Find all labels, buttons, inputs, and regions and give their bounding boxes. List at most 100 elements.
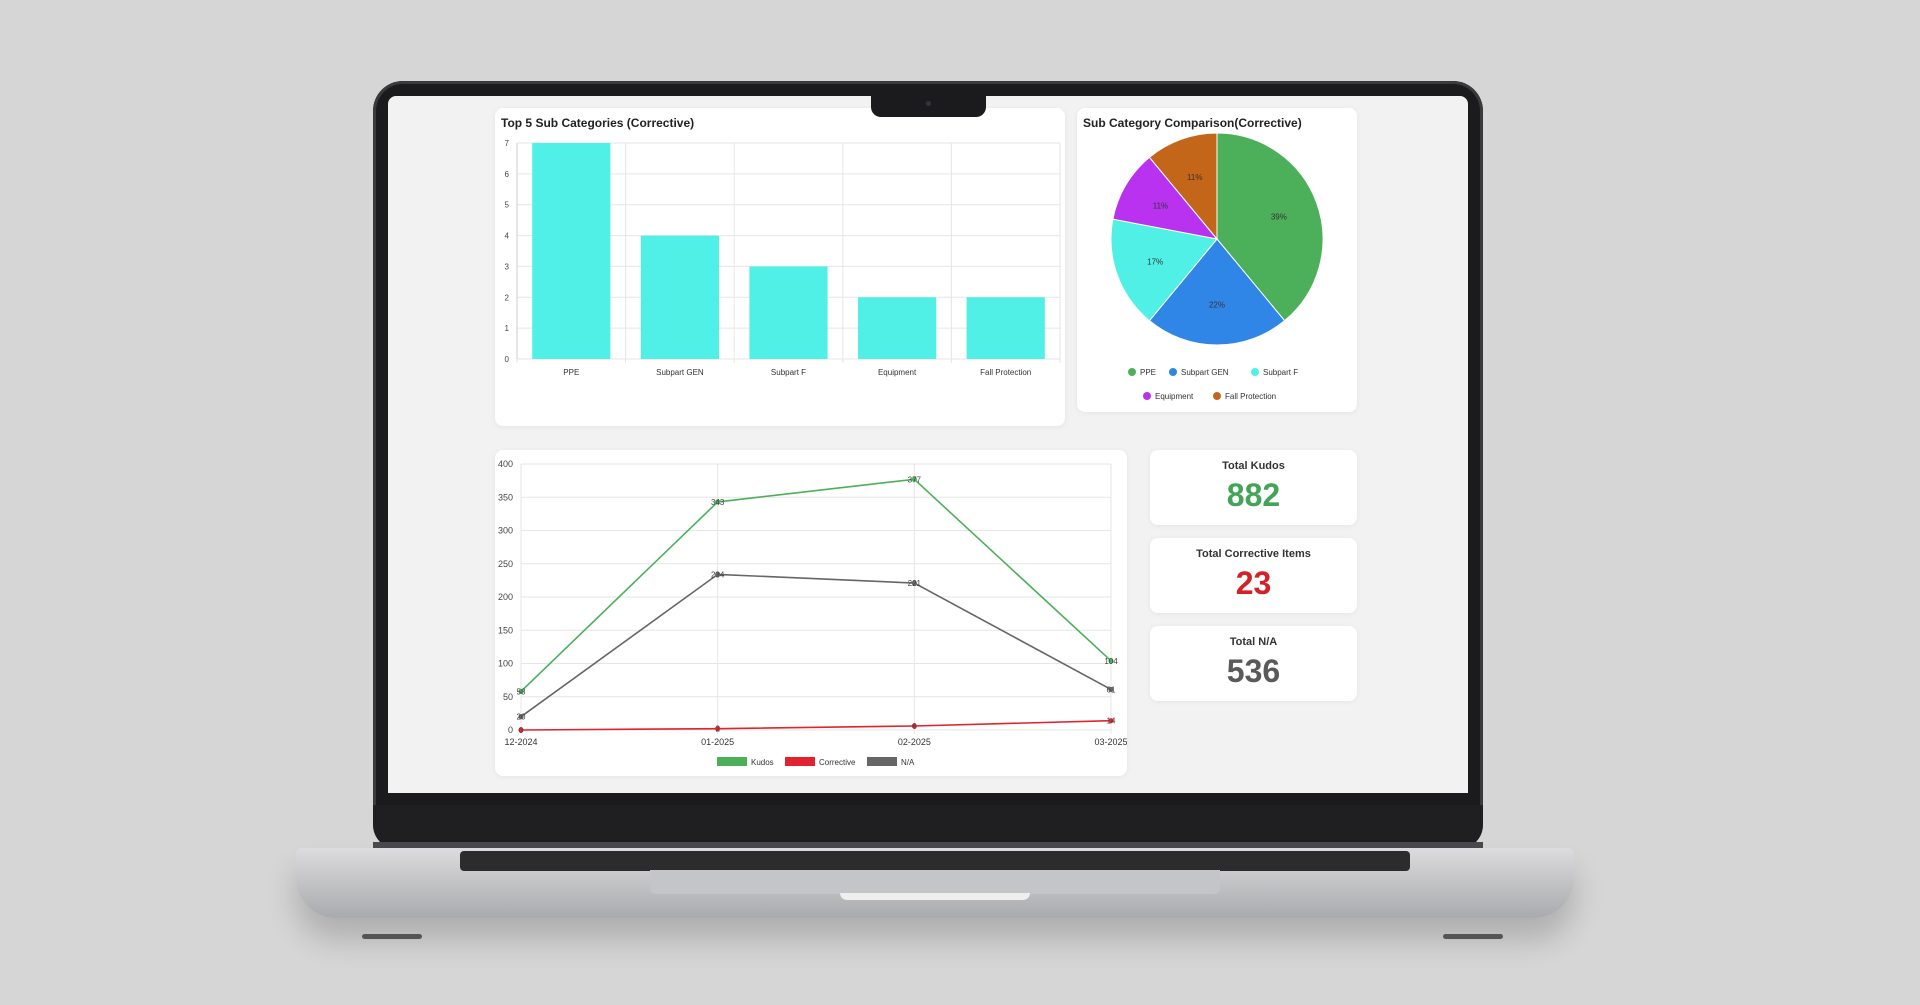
bar-chart: 0 1 2 3 4 5 6 7 PPE Subpart GEN Subpart F Equipment…	[505, 139, 1061, 377]
line-point-kudos	[1108, 658, 1114, 664]
bar-y-tick-label: 3	[505, 262, 510, 271]
pie-legend-label: Fall Protection	[1225, 392, 1276, 401]
bar-subpart-gen	[640, 235, 719, 359]
bar-x-tick-label: Subpart GEN	[656, 368, 704, 377]
line-legend-swatch	[717, 757, 747, 766]
pie-legend-swatch	[1251, 368, 1259, 376]
line-data-label: 20	[517, 713, 526, 722]
bar-x-tick-label: PPE	[563, 368, 579, 377]
total-kudos-label: Total Kudos	[1222, 460, 1285, 472]
line-x-tick-label: 02-2025	[898, 737, 931, 747]
laptop-keyboard	[460, 851, 1410, 871]
line-data-label: 58	[517, 687, 526, 696]
pie-slice-fall-protection	[1148, 132, 1218, 241]
laptop-hinge	[373, 842, 1483, 850]
line-point-na	[518, 714, 524, 720]
bar-x-tick-label: Fall Protection	[980, 368, 1031, 377]
total-na-card: Total N/A 536	[1150, 626, 1357, 701]
line-point-corrective	[1108, 718, 1114, 724]
bar-x-tick-label: Subpart F	[771, 368, 806, 377]
line-y-tick-label: 250	[498, 559, 513, 569]
line-data-label: 234	[711, 570, 725, 579]
pie-slice-label: 17%	[1147, 257, 1163, 266]
laptop-trackpad	[650, 870, 1220, 894]
line-x-tick-label: 03-2025	[1094, 737, 1127, 747]
bar-y-tick-label: 1	[505, 324, 510, 333]
line-point-corrective	[518, 727, 524, 733]
pie-legend-label: PPE	[1140, 368, 1156, 377]
line-data-label: 6	[912, 722, 917, 731]
bar-y-tick-label: 0	[505, 355, 510, 364]
line-y-tick-label: 100	[498, 659, 513, 669]
total-na-label: Total N/A	[1229, 636, 1278, 648]
laptop-foot-right	[1443, 934, 1503, 939]
pie-legend-swatch	[1169, 368, 1177, 376]
pie-slice-subpart-f	[1110, 218, 1218, 322]
line-data-label: 0	[519, 726, 524, 735]
line-point-corrective	[715, 726, 721, 732]
line-legend-label: Corrective	[819, 758, 856, 767]
pie-chart: 39% 22% 17% 11% 11% PPE Subpart GEN Subpart F Eq…	[1110, 132, 1324, 401]
line-data-label: 343	[711, 498, 725, 507]
line-y-tick-label: 0	[508, 725, 513, 735]
line-legend-swatch	[867, 757, 897, 766]
pie-chart-title: Sub Category Comparison(Corrective)	[1083, 116, 1302, 130]
bar-fall-protection	[966, 297, 1045, 359]
pie-legend-label: Subpart F	[1263, 368, 1298, 377]
line-chart-card: 0 50 100 150 200 250 300 350 400 12-2024 01-2025 02…	[495, 450, 1127, 776]
total-na-value: 536	[1226, 653, 1281, 689]
total-kudos-value: 882	[1226, 477, 1281, 513]
pie-legend-swatch	[1128, 368, 1136, 376]
line-point-kudos	[518, 688, 524, 695]
bar-y-tick-label: 4	[505, 232, 510, 241]
camera-icon	[926, 101, 931, 106]
pie-legend-swatch	[1143, 392, 1151, 400]
line-y-tick-label: 300	[498, 526, 513, 536]
pie-legend-label: Subpart GEN	[1181, 368, 1229, 377]
bar-equipment	[858, 297, 937, 359]
pie-slice-label: 22%	[1209, 301, 1225, 310]
line-y-tick-label: 150	[498, 625, 513, 635]
pie-slice-equipment	[1112, 156, 1219, 240]
line-point-kudos	[911, 476, 917, 482]
line-series-corrective	[520, 719, 1112, 731]
total-corrective-card: Total Corrective Items 23	[1150, 538, 1357, 613]
total-kudos-card: Total Kudos 882	[1150, 450, 1357, 525]
line-legend-label: N/A	[901, 758, 915, 767]
bar-y-tick-label: 6	[505, 170, 510, 179]
pie-legend-swatch	[1213, 392, 1221, 400]
line-data-label: 221	[908, 579, 922, 588]
line-series-na	[520, 573, 1112, 718]
line-data-label: 2	[715, 725, 720, 734]
pie-slice-subpart-gen	[1148, 238, 1286, 346]
line-series-kudos	[520, 478, 1112, 693]
total-corrective-label: Total Corrective Items	[1196, 548, 1311, 560]
line-data-label: 377	[908, 475, 922, 484]
bar-y-tick-label: 2	[505, 293, 510, 302]
line-y-tick-label: 50	[503, 692, 513, 702]
line-legend-label: Kudos	[751, 758, 774, 767]
pie-slice-label: 11%	[1187, 173, 1202, 182]
laptop-thumb-cut	[840, 893, 1030, 900]
line-point-corrective	[911, 723, 917, 729]
bar-ppe	[532, 143, 611, 359]
line-point-na	[911, 580, 917, 586]
total-corrective-value: 23	[1235, 565, 1272, 601]
pie-slice-ppe	[1216, 132, 1324, 322]
line-x-tick-label: 01-2025	[701, 737, 734, 747]
pie-chart-card: Sub Category Comparison(Corrective) 39% 2…	[1077, 108, 1357, 412]
bar-x-tick-label: Equipment	[878, 368, 917, 377]
bar-chart-title: Top 5 Sub Categories (Corrective)	[501, 116, 695, 130]
line-point-na	[715, 571, 721, 577]
line-data-label: 104	[1104, 657, 1118, 666]
bar-y-tick-label: 7	[505, 139, 510, 148]
line-legend-swatch	[785, 757, 815, 766]
bar-chart-card: Top 5 Sub Categories (Corrective) 0 1 2 3 4 5…	[495, 108, 1065, 426]
line-point-na	[1108, 686, 1114, 693]
pie-slice-label: 11%	[1153, 202, 1168, 211]
line-y-tick-label: 400	[498, 459, 513, 469]
line-y-tick-label: 200	[498, 592, 513, 602]
camera-notch	[871, 96, 986, 117]
pie-slice-label: 39%	[1271, 213, 1287, 222]
